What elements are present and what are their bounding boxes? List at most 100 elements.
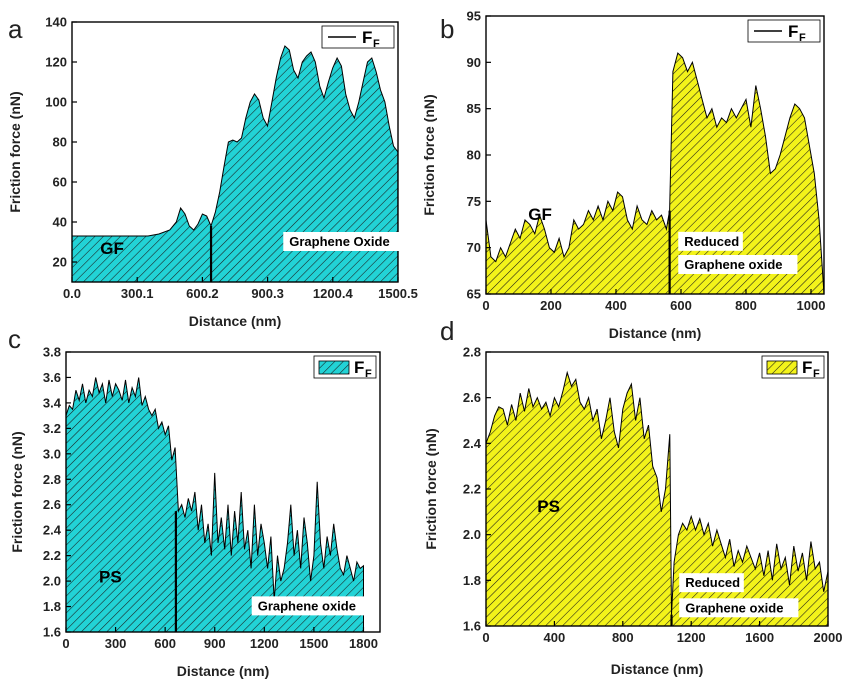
y-tick-label: 2.4 [43,523,62,538]
y-tick-label: 3.6 [43,370,61,385]
y-tick-label: 2.2 [43,548,61,563]
y-tick-label: 80 [53,135,67,150]
panel-c: c 0 300 600 900 1200 1500 1800 1.6 1.8 2.0 2.2 2.4 2.… [8,324,381,679]
y-tick-label: 75 [467,194,481,209]
annotation-label: Graphene Oxide [289,234,389,249]
y-tick-label: 1.6 [43,625,61,640]
x-tick-label: 300 [105,636,127,651]
y-tick-label: 1.8 [43,599,61,614]
legend-subscript: F [373,38,380,50]
y-tick-label: 2.4 [463,436,482,451]
y-tick-label: 60 [53,175,67,190]
panel-letter: a [8,14,23,44]
x-tick-label: 1600 [745,630,774,645]
x-axis-label: Distance (nm) [609,325,702,341]
y-tick-label: 2.2 [463,482,481,497]
y-tick-label: 2.6 [463,390,481,405]
legend-subscript: F [813,368,820,380]
y-tick-label: 2.0 [43,574,61,589]
x-tick-label: 900 [204,636,226,651]
legend-label: F [802,358,812,377]
annotation-label: Graphene oxide [684,257,782,272]
x-tick-label: 800 [612,630,634,645]
x-tick-label: 1200 [677,630,706,645]
x-axis-label: Distance (nm) [611,661,704,677]
legend-label: F [362,28,372,47]
x-tick-label: 0.0 [63,286,81,301]
x-tick-label: 400 [605,298,627,313]
y-axis-label: Friction force (nN) [7,91,23,212]
x-tick-label: 1500 [299,636,328,651]
y-tick-label: 40 [53,215,67,230]
x-tick-label: 400 [544,630,566,645]
annotation-label: GF [100,239,124,258]
legend-hatch-swatch [319,361,349,374]
y-tick-label: 3.0 [43,446,61,461]
y-axis-label: Friction force (nN) [423,428,439,549]
x-tick-label: 800 [735,298,757,313]
x-tick-label: 0 [482,630,489,645]
annotation-label: PS [537,497,560,516]
legend-subscript: F [799,32,806,44]
y-axis-label: Friction force (nN) [9,431,25,552]
x-tick-label: 600.2 [186,286,219,301]
x-tick-label: 0 [62,636,69,651]
y-tick-label: 65 [467,287,481,302]
y-tick-label: 120 [45,55,67,70]
x-tick-label: 0 [482,298,489,313]
y-tick-label: 95 [467,9,481,24]
annotation-label: Graphene oxide [685,600,783,615]
y-tick-label: 70 [467,240,481,255]
y-tick-label: 3.4 [43,395,62,410]
annotation-label: PS [99,567,122,586]
annotation-label: Reduced [684,234,739,249]
annotation-box [251,596,371,616]
area-hatch [485,370,829,627]
legend-label: F [354,358,364,377]
y-tick-label: 80 [467,148,481,163]
y-tick-label: 3.8 [43,345,61,360]
x-tick-label: 1000 [797,298,826,313]
panel-b: b 0 200 400 600 800 1000 65 70 75 80 85 90 95 Distance… [421,9,825,342]
y-tick-label: 100 [45,95,67,110]
annotation-label: Reduced [685,575,740,590]
y-tick-label: 2.8 [43,472,61,487]
x-tick-label: 1500.5 [378,286,418,301]
plot-frame [71,21,399,283]
annotation-box [283,232,403,251]
y-tick-label: 2.6 [43,497,61,512]
x-tick-label: 2000 [814,630,843,645]
legend-hatch-swatch [767,361,797,374]
panel-letter: d [440,316,454,346]
x-tick-label: 1800 [349,636,378,651]
legend-subscript: F [365,368,372,380]
plot-frame [65,351,381,633]
x-tick-label: 600 [670,298,692,313]
annotation-box [679,598,799,618]
area-hatch [65,377,364,633]
annotation-box [678,254,798,274]
annotation-label: GF [528,205,552,224]
panel-letter: c [8,324,21,354]
annotation-label: Graphene oxide [258,598,356,613]
x-axis-label: Distance (nm) [189,313,282,329]
x-tick-label: 200 [540,298,562,313]
y-tick-label: 1.8 [463,573,481,588]
y-tick-label: 3.2 [43,421,61,436]
y-tick-label: 1.6 [463,619,481,634]
y-tick-label: 140 [45,15,67,30]
panel-a: a 0.0 300.1 600.2 900.3 1200.4 1500.5 20 40 60 80 1… [7,14,418,329]
x-tick-label: 1200.4 [313,286,354,301]
panel-letter: b [440,14,454,44]
x-tick-label: 600 [154,636,176,651]
y-tick-label: 20 [53,255,67,270]
legend-box [747,19,821,43]
x-tick-label: 1200 [250,636,279,651]
legend-label: F [788,22,798,41]
y-tick-label: 2.8 [463,345,481,360]
area-hatch [71,45,399,283]
y-tick-label: 2.0 [463,527,481,542]
panel-d: d 0 400 800 1200 1600 2000 1.6 1.8 2.0 2.2 2.4 2.6 2.… [423,316,842,677]
y-tick-label: 85 [467,101,481,116]
